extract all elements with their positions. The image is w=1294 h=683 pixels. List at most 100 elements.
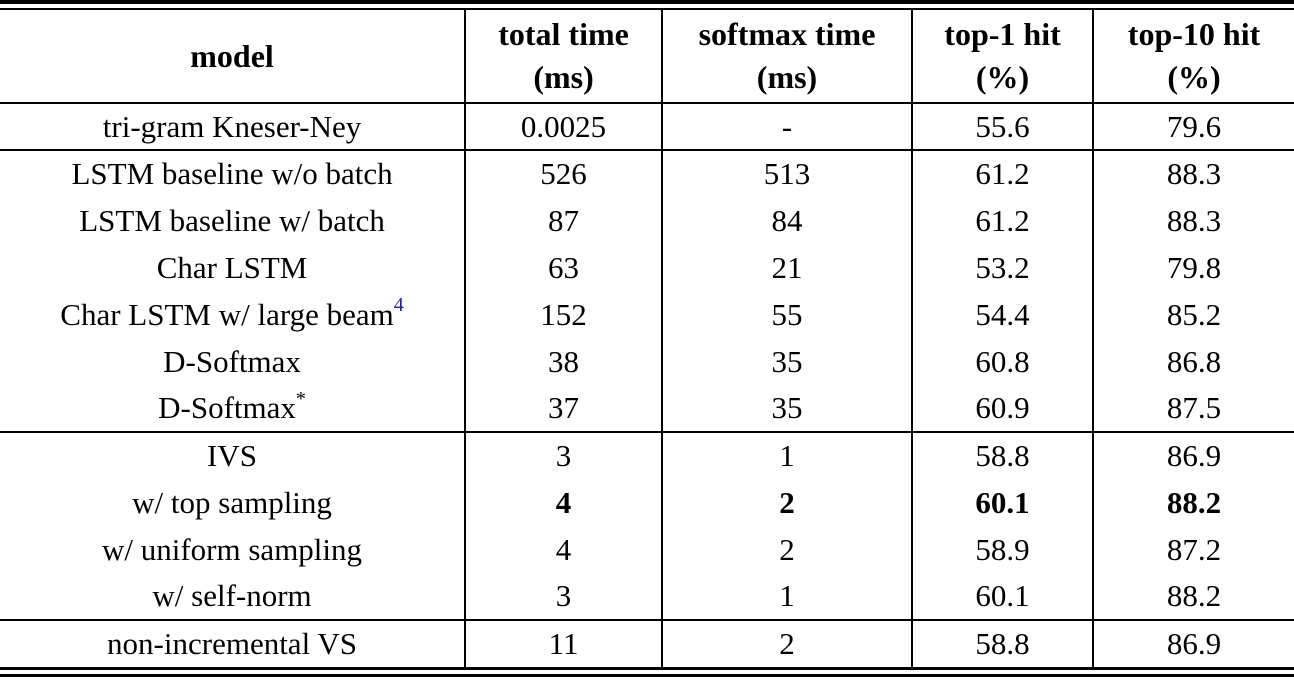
value-cell: 87.2 — [1092, 526, 1294, 573]
value-cell: 63 — [464, 244, 662, 291]
value-cell: 61.2 — [910, 197, 1094, 244]
table-row: w/ top sampling 4 2 60.1 88.2 — [0, 479, 1294, 526]
column-header-total-time: total time (ms) — [464, 10, 662, 103]
header-row: model total time (ms) softmax time (ms) top-1… — [0, 10, 1294, 103]
value-cell: 54.4 — [910, 291, 1094, 338]
model-cell: w/ top sampling — [0, 479, 465, 526]
value-cell: 88.3 — [1092, 197, 1294, 244]
column-unit: (%) — [1167, 59, 1221, 95]
value-cell: 79.6 — [1092, 103, 1294, 150]
value-cell: 87.5 — [1092, 385, 1294, 432]
model-name: Char LSTM — [156, 249, 308, 285]
column-title: model — [190, 37, 274, 74]
value-cell: 85.2 — [1092, 291, 1294, 338]
value-cell: 79.8 — [1092, 244, 1294, 291]
value-cell: 35 — [661, 385, 912, 432]
value-cell: 3 — [464, 573, 662, 620]
value-cell: 526 — [464, 150, 662, 197]
value-cell: 58.9 — [910, 526, 1094, 573]
value-cell: 21 — [661, 244, 912, 291]
table-section-0: tri-gram Kneser-Ney 0.0025-55.6 79.6 — [0, 103, 1294, 150]
value-cell: 87 — [464, 197, 662, 244]
table-header: model total time (ms) softmax time (ms) top-1… — [0, 10, 1294, 103]
table-row: LSTM baseline w/ batch 87 84 61.2 88.3 — [0, 197, 1294, 244]
model-name: tri-gram Kneser-Ney — [102, 108, 362, 144]
value-cell: 55.6 — [910, 103, 1094, 150]
results-table: model total time (ms) softmax time (ms) top-1… — [0, 10, 1294, 667]
model-cell: LSTM baseline w/ batch — [0, 197, 465, 244]
value-cell: 58.8 — [910, 432, 1094, 479]
column-title: top-10 hit — [1127, 16, 1261, 52]
column-title: top-1 hit — [944, 16, 1061, 52]
value-cell: 61.2 — [910, 150, 1094, 197]
table-row: Char LSTM 63 21 53.2 79.8 — [0, 244, 1294, 291]
model-cell: non-incremental VS — [0, 620, 465, 667]
table-section-2: IVS 3 1 58.8 86.9 w/ top sampling 4 2 60.1 88.2 w/… — [0, 432, 1294, 620]
table-row: IVS 3 1 58.8 86.9 — [0, 432, 1294, 479]
table-row: w/ self-norm 3 1 60.1 88.2 — [0, 573, 1294, 620]
column-header-softmax-time: softmax time (ms) — [661, 10, 912, 103]
table-row: tri-gram Kneser-Ney 0.0025-55.6 79.6 — [0, 103, 1294, 150]
column-header-top-1-hit: top-1 hit (%) — [910, 10, 1094, 103]
model-cell: w/ self-norm — [0, 573, 465, 620]
column-unit: (ms) — [533, 59, 594, 95]
value-cell: 513 — [661, 150, 912, 197]
model-name: w/ top sampling — [132, 484, 332, 520]
model-name: w/ self-norm — [152, 578, 312, 613]
column-unit: (ms) — [756, 59, 818, 95]
model-name: D-Softmax — [158, 390, 296, 425]
value-cell: 37 — [464, 385, 662, 432]
model-cell: D-Softmax* — [0, 385, 465, 432]
column-title: total time — [498, 16, 629, 52]
value-cell: 152 — [464, 291, 662, 338]
column-unit: (%) — [975, 59, 1030, 95]
model-superscript: * — [295, 387, 306, 410]
value-cell: 2 — [661, 479, 912, 526]
value-cell: 1 — [661, 573, 912, 620]
table-row: D-Softmax* 37 35 60.9 87.5 — [0, 385, 1294, 432]
model-cell: Char LSTM w/ large beam4 — [0, 291, 465, 338]
model-name: LSTM baseline w/o batch — [71, 156, 393, 191]
value-cell: 86.9 — [1092, 432, 1294, 479]
value-cell: 88.3 — [1092, 150, 1294, 197]
footnote-ref-link[interactable]: 4 — [393, 294, 404, 317]
model-cell: IVS — [0, 432, 465, 479]
model-name: D-Softmax — [163, 343, 301, 379]
value-cell: 88.2 — [1092, 479, 1294, 526]
value-cell: 84 — [661, 197, 912, 244]
table-row: non-incremental VS 11 2 58.8 86.9 — [0, 620, 1294, 667]
value-cell: 55 — [661, 291, 912, 338]
table-section-1: LSTM baseline w/o batch 526 513 61.2 88.3 LST… — [0, 150, 1294, 432]
model-name: Char LSTM w/ large beam — [60, 296, 394, 332]
model-cell: LSTM baseline w/o batch — [0, 150, 465, 197]
table-row: D-Softmax 38 35 60.8 86.8 — [0, 338, 1294, 385]
value-cell: 60.8 — [910, 338, 1094, 385]
value-cell: 11 — [464, 620, 662, 667]
value-cell: 38 — [464, 338, 662, 385]
model-cell: D-Softmax — [0, 338, 465, 385]
model-name: w/ uniform sampling — [102, 531, 363, 567]
value-cell: 88.2 — [1092, 573, 1294, 620]
value-cell: 2 — [661, 620, 912, 667]
table-row: LSTM baseline w/o batch 526 513 61.2 88.3 — [0, 150, 1294, 197]
value-cell: 60.1 — [910, 479, 1094, 526]
value-cell: 0.0025 — [464, 103, 662, 150]
value-cell: 4 — [464, 479, 662, 526]
model-name: non-incremental VS — [107, 626, 357, 661]
table-section-3: non-incremental VS 11 2 58.8 86.9 — [0, 620, 1294, 667]
value-cell: 60.1 — [910, 573, 1094, 620]
model-cell: w/ uniform sampling — [0, 526, 465, 573]
table-row: Char LSTM w/ large beam4 152 55 54.4 85.2 — [0, 291, 1294, 338]
value-cell: 2 — [661, 526, 912, 573]
column-header-model: model — [0, 10, 465, 103]
table-top-double-rule — [0, 0, 1294, 10]
model-cell: tri-gram Kneser-Ney — [0, 103, 465, 150]
value-cell: 3 — [464, 432, 662, 479]
value-cell: 58.8 — [910, 620, 1094, 667]
table-bottom-double-rule — [0, 667, 1294, 677]
column-title: softmax time — [698, 16, 876, 52]
value-cell: 1 — [661, 432, 912, 479]
value-cell: 53.2 — [910, 244, 1094, 291]
table-row: w/ uniform sampling 4 2 58.9 87.2 — [0, 526, 1294, 573]
